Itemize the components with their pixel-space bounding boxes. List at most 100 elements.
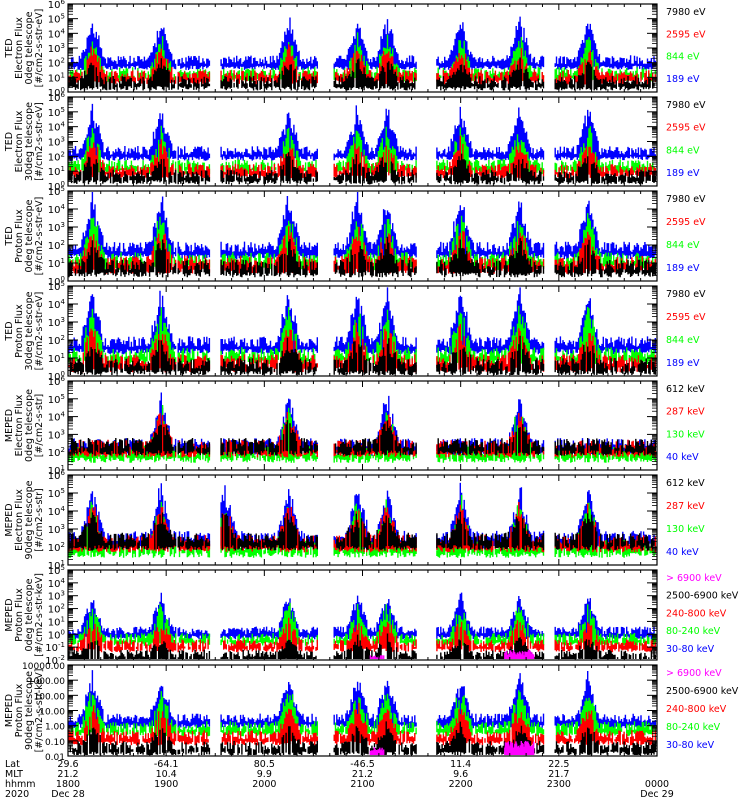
y-tick-label: 102 bbox=[48, 334, 65, 347]
x-tick-lat: -46.5 bbox=[350, 759, 375, 770]
legend-entry: 130 keV bbox=[666, 524, 705, 535]
x-tick-hhmm: 2000 bbox=[252, 779, 276, 790]
x-tick-mlt: 9.9 bbox=[257, 769, 272, 780]
y-tick-label: 105 bbox=[48, 185, 65, 198]
legend-entry: 844 eV bbox=[666, 145, 700, 156]
legend-entry: 2595 eV bbox=[666, 29, 706, 40]
x-tick-lat: 29.6 bbox=[57, 759, 78, 770]
x-row-label: Lat bbox=[5, 759, 20, 770]
series-blue bbox=[68, 103, 656, 161]
x-tick-mlt: 9.6 bbox=[453, 769, 468, 780]
y-tick-label: 103 bbox=[48, 42, 65, 55]
x-row-label: 2020 bbox=[5, 789, 29, 800]
panel-6: 101 102 103 104 105 106 MEPED Electron Flux 90de… bbox=[4, 469, 705, 572]
y-tick-label: 0.10 bbox=[45, 738, 65, 748]
legend-entry: 2500-6900 keV bbox=[666, 686, 739, 697]
x-tick-mlt: 21.2 bbox=[57, 769, 78, 780]
y-axis-label-line: TED bbox=[4, 132, 15, 152]
x-tick-hhmm: 2300 bbox=[547, 779, 571, 790]
y-axis-label-line: [#/cm2-s-str-eV] bbox=[34, 9, 45, 88]
y-tick-label: 100 bbox=[48, 275, 65, 288]
y-axis-label-line: TED bbox=[4, 321, 15, 341]
legend-entry: 40 keV bbox=[666, 547, 699, 558]
y-tick-label: 104 bbox=[48, 121, 66, 134]
y-axis-label-line: [#/cm2-s-str-eV] bbox=[34, 102, 45, 181]
y-axis-label-line: 0deg telescope bbox=[24, 389, 35, 462]
y-tick-label: 104 bbox=[48, 411, 66, 424]
y-tick-label: 105 bbox=[48, 487, 65, 500]
legend-entry: 2500-6900 keV bbox=[666, 591, 739, 602]
y-axis-label-line: Proton Flux bbox=[14, 304, 25, 358]
legend-entry: 80-240 keV bbox=[666, 722, 721, 733]
x-tick-mlt: 21.2 bbox=[352, 769, 373, 780]
y-axis-label-line: [#/cm2-s-str] bbox=[34, 394, 45, 457]
y-tick-label: 101 bbox=[48, 559, 65, 572]
y-axis-label-line: [#/cm2-s-str] bbox=[34, 488, 45, 551]
panel-5: 101 102 103 104 105 106 MEPED Electron Flux 0deg… bbox=[4, 375, 705, 477]
y-tick-label: 105 bbox=[48, 280, 65, 293]
y-tick-label: 10-1 bbox=[45, 641, 65, 654]
y-axis-label-line: Proton Flux bbox=[14, 209, 25, 263]
y-tick-label: 101 bbox=[48, 165, 65, 178]
y-tick-label: 101 bbox=[48, 71, 65, 84]
series-black bbox=[70, 420, 656, 456]
y-tick-label: 104 bbox=[48, 203, 66, 216]
y-tick-label: 100 bbox=[48, 628, 65, 641]
legend-entry: 287 keV bbox=[666, 501, 705, 512]
y-tick-label: 103 bbox=[48, 523, 65, 536]
legend-entry: 844 eV bbox=[666, 240, 700, 251]
y-tick-label: 104 bbox=[48, 298, 66, 311]
y-tick-label: 100.00 bbox=[34, 692, 66, 702]
y-axis-label-line: TED bbox=[4, 38, 15, 58]
y-tick-label: 103 bbox=[48, 428, 65, 441]
y-tick-label: 102 bbox=[48, 446, 65, 459]
legend-entry: 189 eV bbox=[666, 358, 700, 369]
y-tick-label: 105 bbox=[48, 564, 65, 577]
y-tick-label: 101 bbox=[48, 352, 65, 365]
legend-entry: 2595 eV bbox=[666, 312, 706, 323]
legend-entry: 2595 eV bbox=[666, 123, 706, 134]
y-tick-label: 104 bbox=[48, 505, 66, 518]
legend-entry: 844 eV bbox=[666, 335, 700, 346]
series-magenta bbox=[369, 649, 535, 659]
legend-entry: > 6900 keV bbox=[666, 573, 722, 584]
y-axis-label-line: TED bbox=[4, 226, 15, 246]
y-tick-label: 103 bbox=[48, 316, 65, 329]
legend-entry: 287 keV bbox=[666, 407, 705, 418]
y-tick-label: 106 bbox=[48, 375, 66, 388]
y-axis-label-line: MEPED bbox=[4, 409, 15, 442]
y-axis-label-line: MEPED bbox=[4, 503, 15, 536]
y-axis-label-line: 90deg telescope bbox=[24, 480, 35, 559]
y-axis-label-line: [#/cm2-s-str-eV] bbox=[34, 292, 45, 371]
y-tick-label: 102 bbox=[48, 603, 65, 616]
legend-entry: 30-80 keV bbox=[666, 740, 715, 751]
y-axis-label-line: Electron Flux bbox=[14, 110, 25, 172]
y-axis-label-line: MEPED bbox=[4, 598, 15, 631]
y-axis-label-line: Electron Flux bbox=[14, 17, 25, 79]
y-axis-label-line: 0deg telescope bbox=[24, 11, 35, 84]
legend-entry: 240-800 keV bbox=[666, 608, 727, 619]
x-tick-mlt: 10.4 bbox=[156, 769, 177, 780]
legend-entry: 612 keV bbox=[666, 478, 705, 489]
legend-entry: 30-80 keV bbox=[666, 644, 715, 655]
legend-entry: 240-800 keV bbox=[666, 704, 727, 715]
y-axis-label-line: Proton Flux bbox=[14, 588, 25, 642]
series-black bbox=[69, 335, 656, 375]
x-tick-lat: -64.1 bbox=[154, 759, 179, 770]
panel-3: 100 101 102 103 104 105 TED Proton Flux 0deg tel… bbox=[4, 185, 706, 288]
y-axis-label-line: 30deg telescope bbox=[24, 291, 35, 370]
y-tick-label: 102 bbox=[48, 239, 65, 252]
y-tick-label: 10000.00 bbox=[22, 662, 65, 672]
x-tick-hhmm: 2200 bbox=[449, 779, 473, 790]
y-tick-label: 100 bbox=[48, 180, 65, 193]
legend-entry: 40 keV bbox=[666, 452, 699, 463]
legend-entry: > 6900 keV bbox=[666, 668, 722, 679]
legend-entry: 7980 eV bbox=[666, 7, 706, 18]
y-tick-label: 101 bbox=[48, 464, 65, 477]
y-tick-label: 10-2 bbox=[45, 654, 65, 667]
y-axis-label-line: Electron Flux bbox=[14, 489, 25, 551]
y-tick-label: 101 bbox=[48, 257, 65, 270]
y-tick-label: 102 bbox=[48, 57, 65, 70]
